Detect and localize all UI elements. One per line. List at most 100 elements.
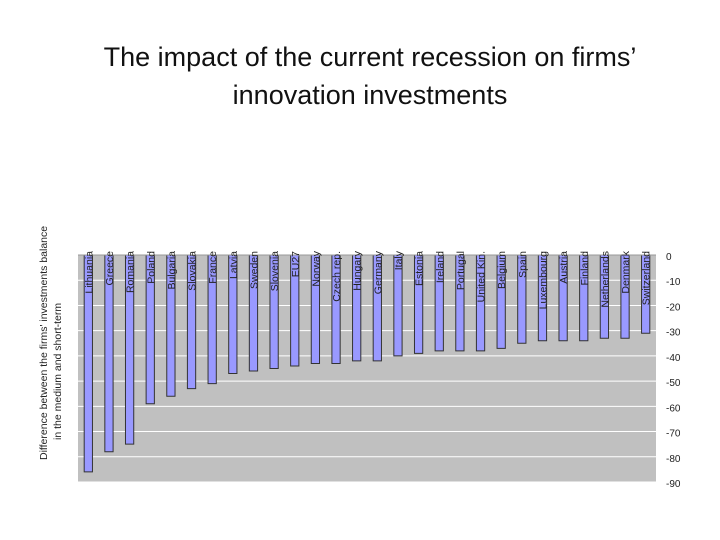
bar-outline <box>393 255 403 357</box>
slide-title-line-2: innovation investments <box>232 80 508 110</box>
x-category-label: Denmark <box>620 250 632 293</box>
bar <box>641 255 650 334</box>
bar-outline <box>558 255 568 342</box>
bar-outline <box>475 255 486 352</box>
bar <box>249 255 258 372</box>
bar <box>476 255 485 351</box>
x-category-label: Romania <box>125 251 137 293</box>
bar <box>558 255 568 341</box>
bar-outline <box>413 255 424 354</box>
bar <box>269 255 279 369</box>
bar <box>414 255 423 354</box>
bar-outline <box>434 255 444 352</box>
bar <box>352 255 361 361</box>
bar <box>311 255 320 364</box>
bar-outline <box>228 255 238 375</box>
bar <box>620 255 630 339</box>
x-category-label: Slovakia <box>187 251 199 291</box>
bar <box>435 255 444 351</box>
bar-outline <box>455 255 465 352</box>
y-tick-label: -50 <box>666 378 681 389</box>
bar <box>104 255 114 452</box>
x-category-label: Greece <box>104 251 116 286</box>
bar-outline <box>207 255 217 385</box>
x-category-label: Portugal <box>455 251 467 290</box>
bar-outline <box>269 255 279 369</box>
plot-background <box>78 255 656 482</box>
bar <box>166 255 176 397</box>
slide-title: The impact of the current recession on f… <box>40 38 700 114</box>
x-category-label: Germany <box>372 250 384 294</box>
y-axis-title-line-1: Difference between the firms' investment… <box>38 226 50 460</box>
x-category-label: Poland <box>145 251 157 284</box>
x-category-label: Italy <box>393 250 405 270</box>
slide-title-line-1: The impact of the current recession on f… <box>103 42 637 72</box>
bar-outline <box>517 255 527 344</box>
bar-outline <box>496 255 506 349</box>
bar <box>290 255 299 366</box>
y-tick-label: -30 <box>666 328 681 339</box>
bar-outline <box>620 255 630 339</box>
bar <box>84 255 93 472</box>
bar-outline <box>537 255 548 342</box>
bar <box>331 255 341 364</box>
x-category-label: Spain <box>517 251 529 278</box>
bar-outline <box>331 255 341 364</box>
x-category-label: Netherlands <box>599 251 611 308</box>
bar-outline <box>104 255 114 453</box>
bar <box>517 255 526 344</box>
bar-outline <box>166 255 176 397</box>
bar <box>125 255 134 445</box>
bar-outline <box>145 255 155 405</box>
bar <box>146 255 155 404</box>
bar-outline <box>641 255 651 334</box>
bar <box>497 255 506 349</box>
y-axis-title-line-2: in the medium and short-term <box>52 303 64 440</box>
x-category-label: Estonia <box>414 251 426 286</box>
x-category-label: Slovenia <box>269 251 281 291</box>
bar <box>600 255 609 339</box>
x-category-label: Norway <box>310 250 322 286</box>
x-category-label: France <box>207 251 219 284</box>
y-tick-label: -10 <box>666 277 681 288</box>
bar-outline <box>83 255 93 473</box>
x-category-label: United Kin. <box>476 251 488 302</box>
y-tick-label: -40 <box>666 353 681 364</box>
bar-outline <box>310 255 321 364</box>
bar-outline <box>186 255 197 390</box>
bar-outline <box>599 255 610 339</box>
x-category-label: Lithuania <box>83 251 95 294</box>
bar-outline <box>372 255 382 362</box>
y-tick-label: -60 <box>666 403 681 414</box>
y-tick-label: 0 <box>666 252 672 263</box>
x-category-label: EU27 <box>290 251 302 277</box>
bar-outline <box>579 255 589 342</box>
y-tick-label: -80 <box>666 454 681 465</box>
x-category-label: Finland <box>579 251 591 286</box>
bar <box>208 255 217 384</box>
bar-outline <box>124 255 135 445</box>
bar <box>373 255 382 361</box>
x-category-label: Austria <box>558 251 570 284</box>
y-tick-label: -20 <box>666 302 681 313</box>
x-category-label: Luxembourg <box>537 251 549 310</box>
x-category-label: Czech rep. <box>331 251 343 302</box>
x-category-label: Belgium <box>496 251 508 289</box>
bar <box>228 255 237 374</box>
x-category-label: Ireland <box>434 251 446 283</box>
x-category-label: Hungary <box>352 250 364 290</box>
x-category-label: Latvia <box>228 251 240 279</box>
x-category-label: Bulgaria <box>166 251 178 290</box>
bar-outline <box>290 255 300 367</box>
bar-outline <box>352 255 362 362</box>
bar <box>393 255 403 356</box>
bar <box>455 255 465 351</box>
bar-outline <box>248 255 259 372</box>
plot-area: 0 -10 -20 -30 -40 -50 -60 -70 -80 -90 Lithuania Gre… <box>78 250 681 490</box>
x-category-label: Switzerland <box>641 251 653 305</box>
y-tick-label: -90 <box>666 479 681 490</box>
bar <box>538 255 547 341</box>
x-category-label: Sweden <box>248 251 260 289</box>
bar <box>579 255 588 341</box>
